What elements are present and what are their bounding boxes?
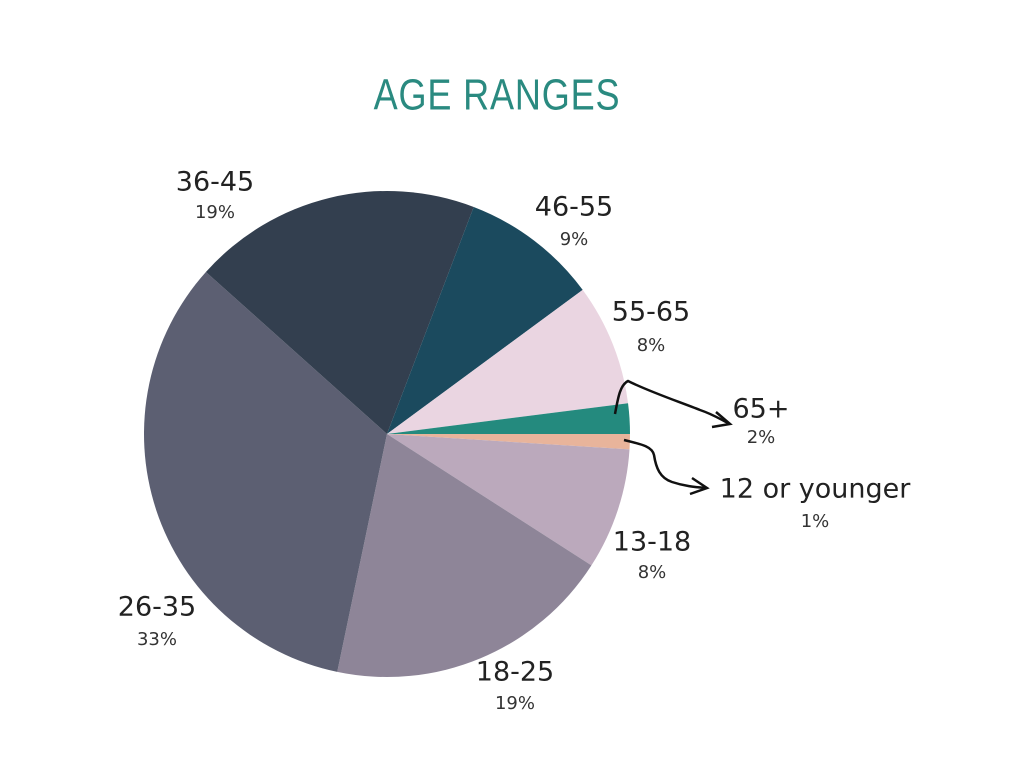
pie-slice <box>387 289 629 434</box>
pie-slice <box>387 434 630 450</box>
value-label: 8% <box>637 335 666 356</box>
slice-label: 36-45 <box>176 167 254 198</box>
value-label: 33% <box>137 629 177 650</box>
arrowhead <box>711 411 733 429</box>
pie <box>144 191 630 677</box>
slice-label: 46-55 <box>535 192 613 223</box>
pie-slice <box>144 271 387 672</box>
pie-slice <box>387 434 630 566</box>
slice-label: 65+ <box>733 394 790 425</box>
slice-label: 18-25 <box>476 657 554 688</box>
value-label: 2% <box>747 427 776 448</box>
value-label: 1% <box>801 511 830 532</box>
pie-slice <box>337 434 592 677</box>
chart-title: AGE RANGES <box>374 70 621 119</box>
value-label: 8% <box>638 562 667 583</box>
value-label: 19% <box>195 202 235 223</box>
pie-slice <box>205 191 474 434</box>
slice-label: 13-18 <box>613 527 691 558</box>
slice-label: 26-35 <box>118 592 196 623</box>
slice-label: 12 or younger <box>720 474 912 505</box>
value-label: 19% <box>495 693 535 714</box>
pie-slice <box>387 403 630 434</box>
value-label: 9% <box>560 229 589 250</box>
arrow <box>623 438 707 490</box>
arrowhead <box>689 476 710 496</box>
arrow <box>613 379 729 425</box>
slice-label: 55-65 <box>612 297 690 328</box>
pie-slice <box>387 207 583 434</box>
